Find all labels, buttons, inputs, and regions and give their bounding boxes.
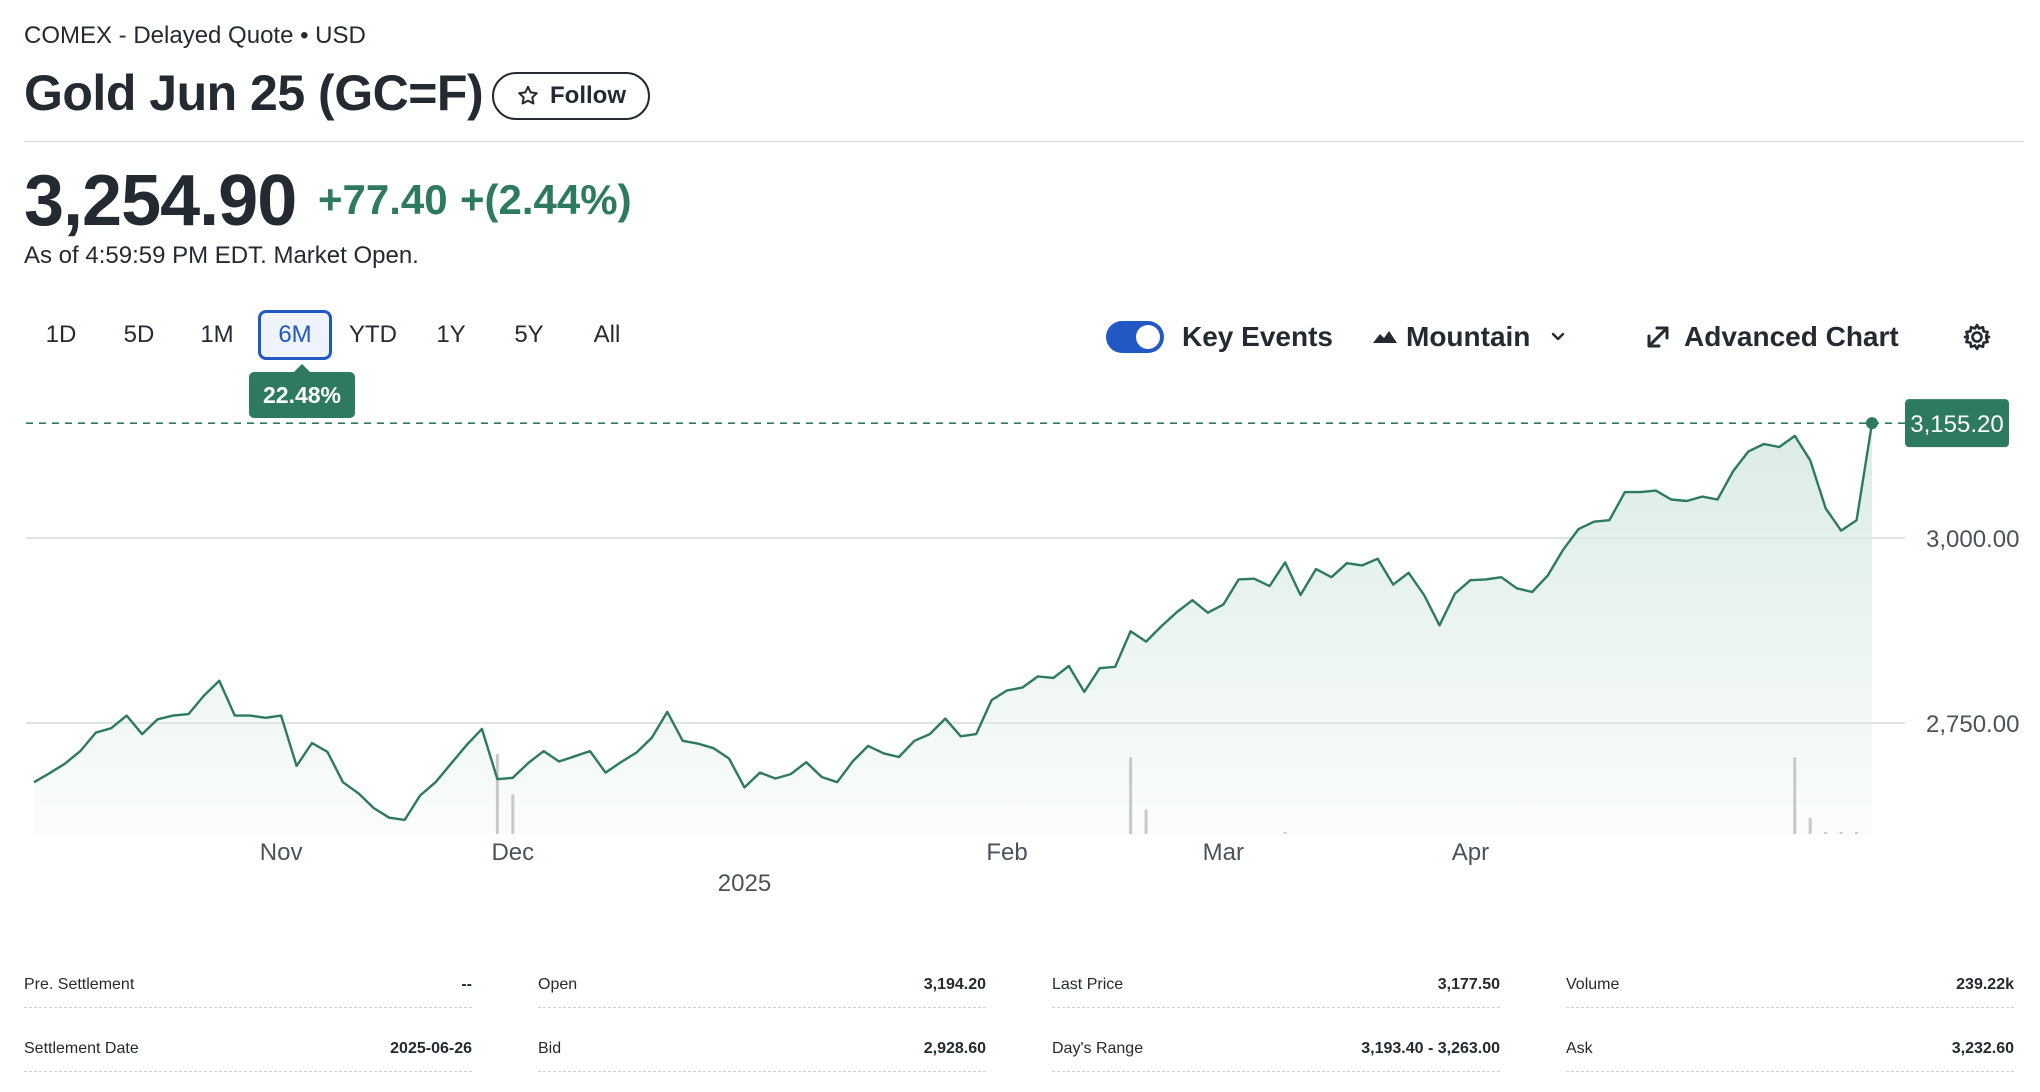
range-change-badge: 22.48% (249, 364, 355, 418)
volume-bar (1283, 832, 1287, 834)
range-selector: 1D 5D 1M 6M YTD 1Y 5Y All (24, 310, 648, 360)
volume-bar (1808, 818, 1812, 834)
range-all[interactable]: All (593, 321, 621, 348)
price-change: +77.40 (318, 176, 448, 223)
mountain-icon (1373, 331, 1397, 343)
stat-label: Last Price (1052, 975, 1124, 993)
quote-meta: COMEX - Delayed Quote • USD (24, 22, 366, 49)
stat-row: Open 3,194.20 (538, 962, 986, 1008)
stat-label: Pre. Settlement (24, 975, 135, 993)
page-title: Gold Jun 25 (GC=F) (24, 65, 484, 121)
price-area (34, 423, 1872, 834)
volume-bar (1839, 832, 1843, 834)
stat-row: Ask 3,232.60 (1566, 1026, 2014, 1072)
stat-row: Pre. Settlement -- (24, 962, 472, 1008)
last-price-tag (1905, 399, 2009, 448)
volume-bar (511, 794, 515, 834)
stat-label: Day's Range (1052, 1039, 1144, 1057)
toggle-switch[interactable] (1106, 321, 1164, 353)
stat-row: Bid 2,928.60 (538, 1026, 986, 1072)
last-price-dot (1866, 417, 1878, 430)
x-tick-label: Nov (260, 839, 303, 866)
stat-value: 3,232.60 (1951, 1039, 2014, 1057)
range-ytd[interactable]: YTD (349, 321, 397, 348)
star-icon (518, 85, 538, 105)
advanced-chart-button[interactable]: Advanced Chart (1644, 314, 1899, 360)
price-line (33, 423, 1874, 822)
advanced-chart-label: Advanced Chart (1684, 321, 1899, 352)
stat-value: -- (461, 975, 472, 993)
stat-value: 2,928.60 (923, 1039, 986, 1057)
range-1m[interactable]: 1M (200, 321, 234, 348)
price-change-percent: +(2.44%) (460, 176, 632, 223)
chevron-down-icon (1552, 332, 1565, 341)
stat-label: Bid (538, 1039, 562, 1057)
y-tick-label: 2,750.00 (1926, 711, 2019, 738)
x-tick-label: Feb (986, 839, 1027, 866)
stat-value: 2025-06-26 (390, 1039, 472, 1057)
stat-value: 3,193.40 - 3,263.00 (1361, 1039, 1500, 1057)
stat-value: 3,194.20 (923, 975, 986, 993)
stat-row: Day's Range 3,193.40 - 3,263.00 (1052, 1026, 1500, 1072)
stat-value: 3,177.50 (1437, 975, 1500, 993)
volume-bar (1793, 757, 1797, 834)
key-events-label: Key Events (1182, 321, 1333, 352)
last-price-label: 3,155.20 (1910, 411, 2003, 438)
range-5d[interactable]: 5D (123, 321, 155, 348)
y-tick-label: 3,000.00 (1926, 526, 2019, 553)
x-tick-label: Apr (1452, 839, 1489, 866)
chart-type-label: Mountain (1406, 321, 1531, 352)
volume-bar (1129, 757, 1133, 834)
x-year-label: 2025 (718, 870, 771, 897)
stat-label: Open (538, 975, 578, 993)
stat-label: Settlement Date (24, 1039, 139, 1057)
range-1d[interactable]: 1D (45, 321, 77, 348)
stat-row: Settlement Date 2025-06-26 (24, 1026, 472, 1072)
stat-row: Last Price 3,177.50 (1052, 962, 1500, 1008)
expand-icon (1647, 326, 1669, 348)
stat-label: Volume (1566, 975, 1620, 993)
volume-bar (1824, 832, 1828, 834)
chart-type-dropdown[interactable]: Mountain (1372, 314, 1568, 360)
volume-bar (1855, 832, 1859, 834)
price-chart[interactable]: 3,000.00 2,750.00 3,155.20 Nov Dec Feb Mar Apr 2… (0, 390, 2040, 910)
follow-button[interactable]: Follow (492, 72, 650, 120)
volume-bar (495, 754, 499, 834)
stat-row: Volume 239.22k (1566, 962, 2014, 1008)
x-tick-label: Dec (491, 839, 534, 866)
header-divider (24, 141, 2024, 142)
stat-value: 239.22k (1956, 975, 2014, 993)
range-6m[interactable]: 6M (258, 310, 332, 360)
x-tick-label: Mar (1203, 839, 1244, 866)
chart-settings-button[interactable] (1962, 314, 1992, 360)
key-events-toggle[interactable]: Key Events (1106, 314, 1333, 360)
range-1y[interactable]: 1Y (436, 321, 466, 348)
quote-timestamp: As of 4:59:59 PM EDT. Market Open. (24, 242, 419, 269)
gear-icon (1963, 323, 1991, 351)
volume-bar (1144, 809, 1148, 834)
stat-label: Ask (1566, 1039, 1593, 1057)
last-price: 3,254.90 (24, 161, 297, 241)
range-5y[interactable]: 5Y (514, 321, 544, 348)
follow-label: Follow (550, 82, 626, 109)
